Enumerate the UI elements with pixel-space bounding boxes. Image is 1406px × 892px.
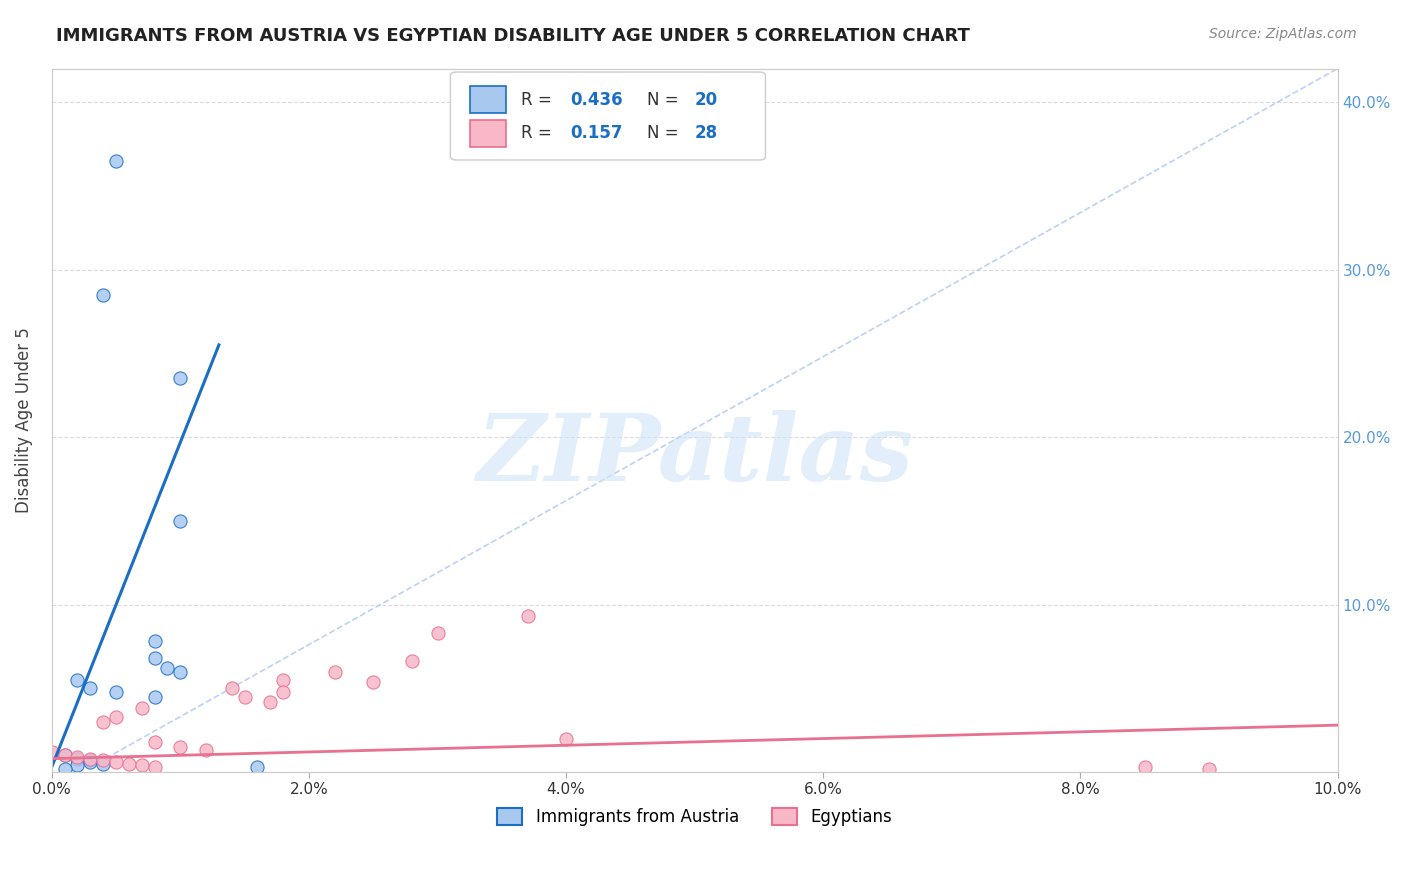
Point xyxy=(105,710,128,724)
Point xyxy=(118,756,141,771)
FancyBboxPatch shape xyxy=(470,120,506,146)
Point xyxy=(79,752,101,766)
Point xyxy=(233,690,256,704)
Point xyxy=(66,673,89,687)
Y-axis label: Disability Age Under 5: Disability Age Under 5 xyxy=(15,327,32,513)
Point xyxy=(1133,760,1156,774)
Point xyxy=(221,681,243,696)
FancyBboxPatch shape xyxy=(450,72,765,160)
Point xyxy=(131,701,153,715)
Text: R =: R = xyxy=(522,91,557,109)
Point xyxy=(169,665,191,679)
Point xyxy=(143,651,166,665)
Point xyxy=(66,758,89,772)
Point xyxy=(195,743,218,757)
Point xyxy=(271,684,294,698)
Text: IMMIGRANTS FROM AUSTRIA VS EGYPTIAN DISABILITY AGE UNDER 5 CORRELATION CHART: IMMIGRANTS FROM AUSTRIA VS EGYPTIAN DISA… xyxy=(56,27,970,45)
FancyBboxPatch shape xyxy=(470,87,506,113)
Point xyxy=(105,755,128,769)
Point xyxy=(401,655,423,669)
Point xyxy=(246,760,269,774)
Text: N =: N = xyxy=(647,91,683,109)
Point xyxy=(91,753,114,767)
Point xyxy=(169,371,191,385)
Point xyxy=(91,287,114,301)
Text: 0.157: 0.157 xyxy=(569,124,623,142)
Point xyxy=(53,762,76,776)
Point xyxy=(105,153,128,168)
Point xyxy=(53,748,76,763)
Point xyxy=(66,750,89,764)
Text: 28: 28 xyxy=(695,124,718,142)
Point xyxy=(91,714,114,729)
Point xyxy=(91,756,114,771)
Point xyxy=(323,665,346,679)
Point xyxy=(41,745,63,759)
Legend: Immigrants from Austria, Egyptians: Immigrants from Austria, Egyptians xyxy=(489,799,900,834)
Point xyxy=(79,753,101,767)
Point xyxy=(105,684,128,698)
Point xyxy=(169,514,191,528)
Point xyxy=(156,661,179,675)
Text: R =: R = xyxy=(522,124,557,142)
Text: 20: 20 xyxy=(695,91,718,109)
Point xyxy=(131,758,153,772)
Point xyxy=(53,748,76,763)
Point xyxy=(259,695,281,709)
Text: ZIPatlas: ZIPatlas xyxy=(477,410,912,500)
Point xyxy=(361,674,384,689)
Point xyxy=(143,690,166,704)
Point xyxy=(79,681,101,696)
Point xyxy=(143,735,166,749)
Point xyxy=(555,731,578,746)
Point xyxy=(516,609,538,624)
Point xyxy=(1198,762,1220,776)
Point xyxy=(271,673,294,687)
Point xyxy=(66,752,89,766)
Point xyxy=(79,755,101,769)
Text: 0.436: 0.436 xyxy=(569,91,623,109)
Text: N =: N = xyxy=(647,124,683,142)
Point xyxy=(169,739,191,754)
Text: Source: ZipAtlas.com: Source: ZipAtlas.com xyxy=(1209,27,1357,41)
Point xyxy=(426,626,449,640)
Point xyxy=(143,760,166,774)
Point xyxy=(143,634,166,648)
